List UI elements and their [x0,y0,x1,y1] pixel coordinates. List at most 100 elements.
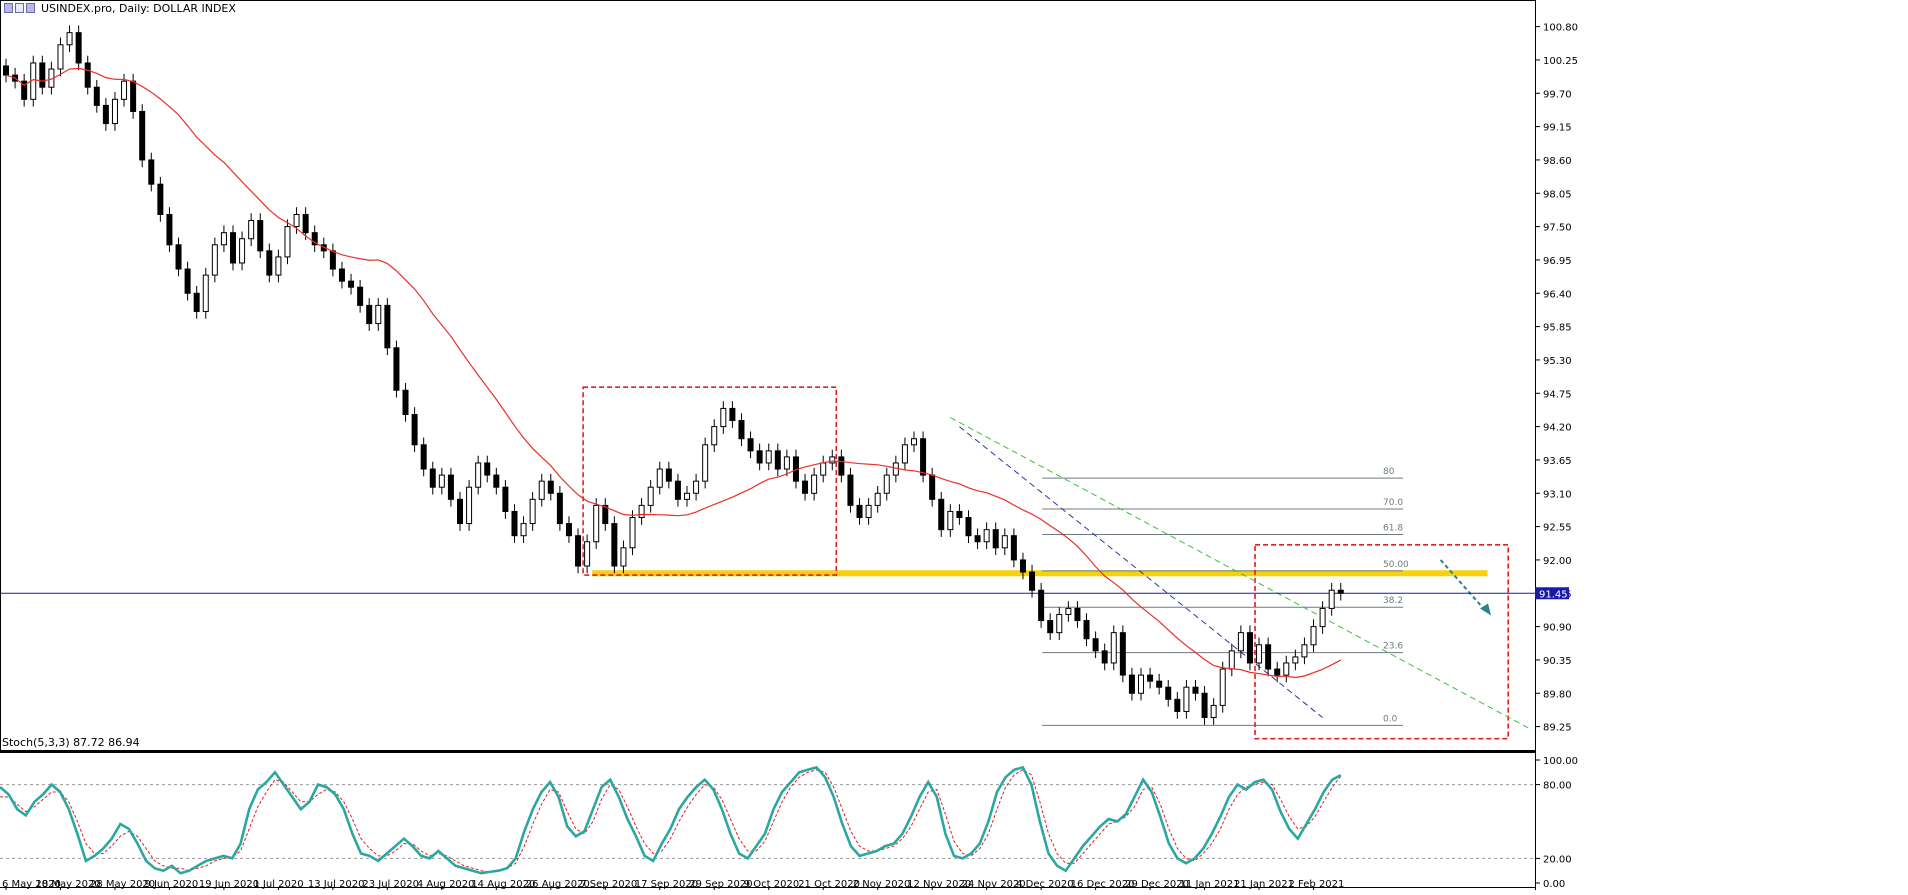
price-tick-label: 90.35 [1543,656,1572,667]
candle-body [1147,674,1154,682]
candle-body [1083,620,1090,640]
candle-body [293,213,300,228]
price-tick-label: 95.85 [1543,323,1572,334]
candle-body [1246,632,1253,664]
time-tick-label: 9 Jun 2020 [144,879,198,890]
time-tick-label: 26 Aug 2020 [526,879,590,890]
stoch-main-line [0,765,1342,875]
stochastic-layer [0,765,1342,875]
candle-body [829,456,836,464]
candle-body [366,304,373,325]
candle-body [956,510,963,519]
candle-body [3,65,9,76]
candle-body [1174,698,1181,712]
candle-body [220,232,227,246]
candle-body [175,244,182,270]
candle-body [429,468,436,488]
window-icon[interactable] [15,3,24,13]
price-tick-label: 89.25 [1543,723,1572,734]
time-tick-label: 17 Sep 2020 [635,879,698,890]
support-zone [592,570,1488,577]
candle-body [230,232,236,264]
candle-body [1310,626,1317,646]
candle-body [402,389,409,415]
time-tick-label: 12 Nov 2020 [907,879,971,890]
projection-arrow [1439,559,1487,613]
time-tick-label: 4 Dec 2020 [1016,879,1074,890]
candle-body [102,104,109,125]
price-tick-label: 99.15 [1543,123,1572,134]
time-tick-label: 29 Dec 2020 [1125,879,1189,890]
price-tick-label: 94.75 [1543,389,1572,400]
moving-average-layer [5,67,1342,679]
candle-body [802,480,809,494]
stoch-signal-line [0,769,1342,873]
candle-body [1201,692,1208,719]
candle-body [938,498,945,531]
time-tick-label: 21 Jan 2021 [1234,879,1294,890]
candle-body [1101,650,1108,664]
candle-body [1001,535,1008,549]
candle-body [901,444,908,464]
window-icon[interactable] [26,3,35,13]
candle-body [202,274,209,312]
fib-level-label: 23.6 [1383,642,1403,652]
candle-body [384,304,391,349]
candle-body [1337,589,1344,594]
candle-body [992,529,999,549]
price-tick-label: 96.40 [1543,289,1572,300]
stoch-tick-label: 80.00 [1543,781,1572,792]
candle-body [765,450,772,464]
price-tick-label: 92.00 [1543,556,1572,567]
candle-body [1128,674,1135,694]
candle-body [693,480,700,494]
candle-body [211,244,218,276]
candle-body [411,413,418,446]
candle-body [1110,632,1117,664]
candle-body [420,444,427,470]
candle-body [457,498,463,525]
candle-body [774,450,781,470]
candle-body [93,86,100,106]
price-tick-label: 95.30 [1543,356,1572,367]
candle-body [502,486,509,512]
candle-body [239,238,246,264]
stoch-tick-label: 20.00 [1543,854,1572,865]
candle-body [1210,704,1217,719]
candle-body [865,504,872,519]
time-tick-label: 21 Oct 2020 [798,879,860,890]
candle-body [838,456,845,476]
consolidation-box [582,386,838,576]
candle-body [856,504,863,519]
candle-body [66,32,73,46]
time-tick-label: 13 Jul 2020 [308,879,365,890]
candle-body [57,44,64,70]
candle-body [148,159,155,185]
candle-body [965,517,972,537]
candle-body [1056,613,1063,634]
candle-body [920,438,927,476]
candle-body [21,80,28,100]
candle-body [111,98,118,125]
candle-body [656,468,663,488]
candle-body [348,280,355,288]
time-tick-label: 7 Sep 2020 [580,879,637,890]
candle-body [393,347,400,391]
time-tick-label: 28 May 2020 [90,879,155,890]
time-tick-label: 19 Jun 2020 [199,879,259,890]
candle-body [184,268,191,294]
candle-body [329,250,336,270]
candle-body [302,213,309,234]
time-tick-label: 16 Dec 2020 [1071,879,1135,890]
chart-title: USINDEX.pro, Daily: DOLLAR INDEX [41,1,236,15]
stoch-tick-label: 0.00 [1543,879,1565,890]
time-tick-label: 18 May 2020 [35,879,100,890]
stochastic-label: Stoch(5,3,3) 87.72 86.94 [2,736,140,749]
time-tick-label: 24 Nov 2020 [962,879,1026,890]
window-icon[interactable] [4,3,13,13]
candle-body [747,438,754,452]
candle-body [484,462,491,476]
candle-body [1165,686,1172,700]
candle-body [1047,620,1054,634]
